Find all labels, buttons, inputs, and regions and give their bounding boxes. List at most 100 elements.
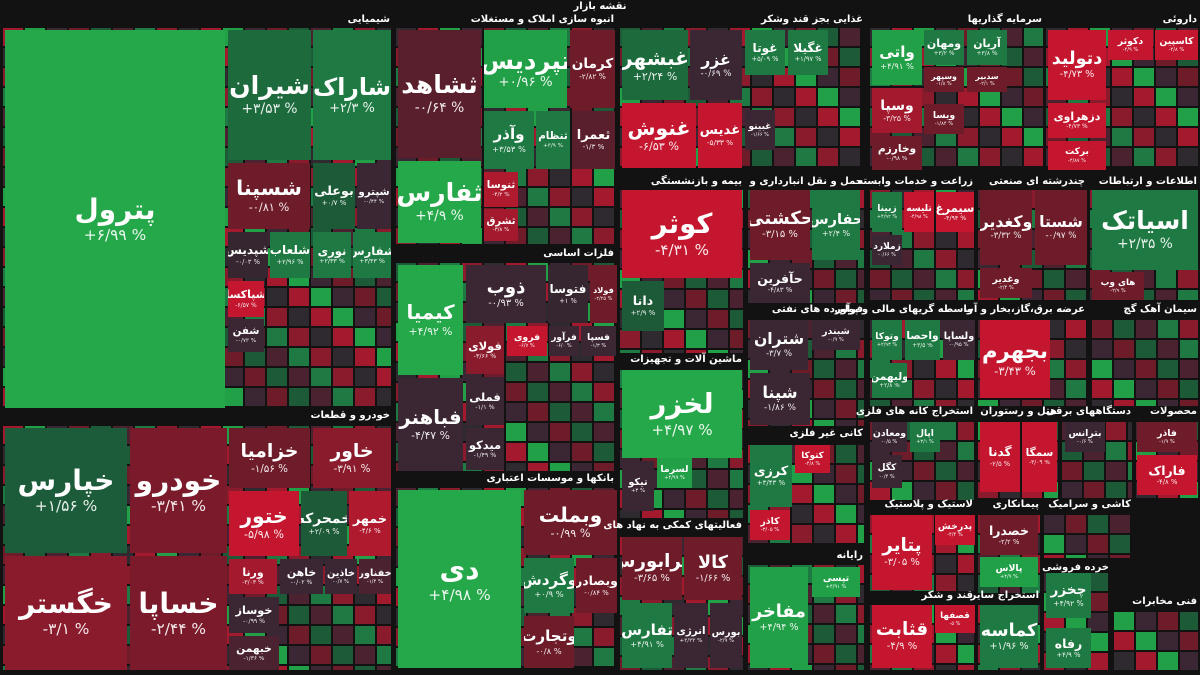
filler-tile <box>858 445 864 463</box>
filler-tile <box>528 423 548 441</box>
stock-tile: شستا -۰/۹۷ % <box>1035 190 1087 265</box>
stock-change: -۰/۹ % <box>828 337 844 344</box>
stock-name: کرزی <box>753 463 789 479</box>
filler-tile <box>858 625 864 643</box>
filler-tile <box>792 525 812 543</box>
stock-tile: وغدیر -۲/۴ % <box>980 268 1032 298</box>
filler-tile <box>836 525 856 543</box>
stock-change: -۶/۵۷ % <box>235 301 257 309</box>
filler-tile <box>936 290 956 300</box>
stock-tile: حآفرین -۴/۸۳ % <box>750 263 810 303</box>
filler-tile <box>1180 340 1198 358</box>
stock-name: فاراک <box>1148 462 1186 478</box>
filler-tile <box>550 188 570 206</box>
stock-name: غنوش <box>627 116 691 141</box>
filler-tile <box>289 388 309 406</box>
stock-name: گدنا <box>988 445 1012 460</box>
filler-tile <box>528 188 548 206</box>
stock-change: +۲/۹ % <box>630 309 656 318</box>
filler-tile <box>980 108 1000 126</box>
filler-tile <box>1112 148 1132 166</box>
filler-tile <box>245 368 265 386</box>
filler-tile <box>936 380 956 398</box>
filler-tile <box>620 330 640 348</box>
filler-tile <box>840 128 860 146</box>
stock-name: خمحرکه <box>301 510 347 527</box>
filler-tile <box>333 308 353 326</box>
stock-tile: وگردش +۰/۹ % <box>524 558 574 613</box>
stock-tile: وخارزم -۰/۹۸ % <box>872 136 922 170</box>
stock-change: -۳/۲۵ % <box>883 113 911 123</box>
stock-change: -۲/۵ % <box>989 459 1011 468</box>
filler-tile <box>1084 462 1104 480</box>
stock-name: نوری <box>317 243 347 258</box>
filler-tile <box>289 348 309 366</box>
sector-name: قند و شکر <box>921 590 973 601</box>
stock-name: سدبیر <box>975 72 999 81</box>
filler-tile <box>1180 652 1198 670</box>
stock-tile: فملی -۱/۱ % <box>466 377 504 425</box>
stock-name: بوعلی <box>314 183 354 199</box>
filler-tile <box>1092 360 1112 378</box>
stock-tile: وتجارت -۰/۸ % <box>524 616 574 668</box>
stock-tile: زملارد -۰/۶۶ % <box>872 235 902 265</box>
filler-tile <box>1044 515 1064 533</box>
filler-tile <box>1156 270 1176 288</box>
stock-tile: ثفارس +۴/۹ % <box>398 161 481 243</box>
stock-tile: خاذین -۰/۷ % <box>325 559 357 594</box>
filler-tile <box>1114 380 1134 398</box>
stock-name: میدکو <box>468 437 502 452</box>
stock-name: ثشاهد <box>401 70 478 100</box>
stock-name: شتران <box>753 329 805 348</box>
filler-tile <box>1110 515 1130 533</box>
stock-tile: فولاد -۲/۲۵ % <box>590 265 617 323</box>
stock-tile: بترانس -۰/۶ % <box>1065 422 1105 452</box>
filler-tile <box>311 348 331 366</box>
filler-tile <box>355 308 375 326</box>
filler-tile <box>836 290 856 303</box>
stock-change: +۲/۰۹ % <box>308 526 340 536</box>
stock-change: -۴/۸ % <box>804 461 821 468</box>
filler-tile <box>572 383 592 401</box>
stock-change: +۳/۴۳ % <box>359 257 385 265</box>
stock-tile: زبینا +۴/۹۲ % <box>872 192 902 232</box>
stock-name: تلیسه <box>906 203 932 214</box>
filler-tile <box>333 388 353 406</box>
stock-name: واتی <box>879 42 915 61</box>
stock-tile: بوعلی +۰/۷ % <box>313 163 355 229</box>
stock-name: ثشرق <box>486 215 516 227</box>
filler-tile <box>355 666 375 670</box>
filler-tile <box>1066 535 1086 553</box>
stock-change: +۲/۹۶ % <box>276 257 304 266</box>
filler-tile <box>858 380 864 398</box>
stock-tile: ثعمرا -۱/۳ % <box>572 111 615 169</box>
stock-change: -۰/۹۷ % <box>1045 231 1077 242</box>
filler-tile <box>1180 380 1198 398</box>
filler-tile <box>870 270 890 288</box>
filler-tile <box>1066 515 1086 533</box>
filler-tile <box>818 128 838 146</box>
filler-tile <box>836 400 856 418</box>
filler-tile <box>858 525 864 543</box>
stock-name: حآفرین <box>757 270 803 286</box>
stock-change: -۲/۴ % <box>998 285 1014 292</box>
filler-tile <box>814 625 834 643</box>
stock-tile: ولساپا -۰/۹۵ % <box>943 320 975 360</box>
stock-name: حفارس <box>812 211 860 228</box>
stock-name: ولبهمن <box>872 370 907 383</box>
stock-tile: غبشهر +۲/۲۴ % <box>622 30 688 100</box>
stock-change: -۰/۰۲ % <box>290 579 313 587</box>
stock-change: -۰/۹۹ % <box>550 527 591 541</box>
stock-name: شپترو <box>358 185 390 198</box>
filler-tile <box>818 148 838 166</box>
stock-change: -۲/۹ % <box>1110 288 1126 295</box>
filler-tile <box>858 360 864 378</box>
stock-name: قصفها <box>940 610 970 621</box>
filler-tile <box>528 168 548 186</box>
stock-change: -۲/۹ % <box>717 637 735 644</box>
filler-tile <box>572 188 592 206</box>
stock-change: -۴/۹ % <box>1122 47 1139 54</box>
stock-name: وبصادر <box>576 573 617 589</box>
filler-tile <box>1024 108 1043 126</box>
filler-tile <box>1062 462 1082 480</box>
